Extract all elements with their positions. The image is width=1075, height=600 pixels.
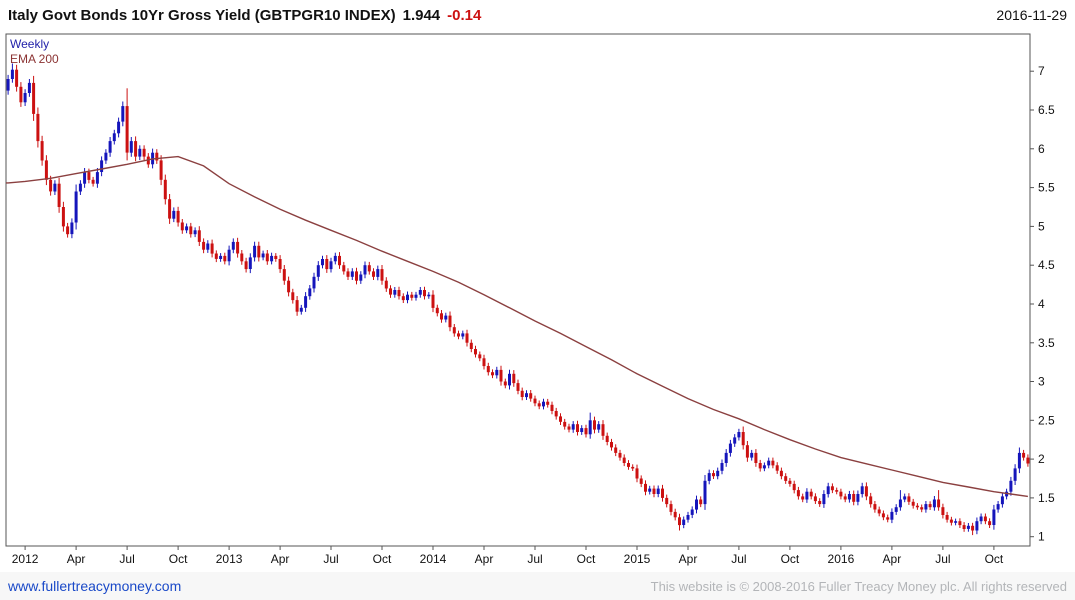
svg-text:4.5: 4.5 [1038, 258, 1055, 272]
svg-text:2014: 2014 [420, 552, 447, 566]
ema-legend-label: EMA 200 [10, 52, 59, 66]
svg-text:Jul: Jul [527, 552, 542, 566]
timeframe-label: Weekly [10, 37, 50, 51]
svg-text:Oct: Oct [169, 552, 188, 566]
svg-text:Apr: Apr [883, 552, 902, 566]
svg-text:6.5: 6.5 [1038, 103, 1055, 117]
svg-text:2.5: 2.5 [1038, 413, 1055, 427]
svg-text:Apr: Apr [67, 552, 86, 566]
svg-text:3.5: 3.5 [1038, 336, 1055, 350]
svg-text:Oct: Oct [985, 552, 1004, 566]
svg-text:2016: 2016 [828, 552, 855, 566]
site-link[interactable]: www.fullertreacymoney.com [8, 578, 182, 594]
svg-text:1: 1 [1038, 530, 1045, 544]
svg-text:2: 2 [1038, 452, 1045, 466]
svg-text:Oct: Oct [577, 552, 596, 566]
chart-title: Italy Govt Bonds 10Yr Gross Yield (GBTPG… [8, 6, 396, 24]
svg-text:5.5: 5.5 [1038, 181, 1055, 195]
chart-header: Italy Govt Bonds 10Yr Gross Yield (GBTPG… [0, 0, 1075, 30]
svg-text:Apr: Apr [475, 552, 494, 566]
svg-text:2012: 2012 [12, 552, 39, 566]
svg-text:Apr: Apr [679, 552, 698, 566]
change-value: -0.14 [447, 6, 482, 24]
svg-text:6: 6 [1038, 142, 1045, 156]
svg-text:Oct: Oct [373, 552, 392, 566]
last-value: 1.944 [402, 6, 441, 24]
svg-text:Apr: Apr [271, 552, 290, 566]
footer: www.fullertreacymoney.com This website i… [0, 572, 1075, 600]
quote-date: 2016-11-29 [996, 7, 1067, 23]
svg-text:Jul: Jul [119, 552, 134, 566]
svg-text:1.5: 1.5 [1038, 491, 1055, 505]
svg-text:Jul: Jul [935, 552, 950, 566]
title-group: Italy Govt Bonds 10Yr Gross Yield (GBTPG… [8, 7, 481, 24]
svg-text:5: 5 [1038, 219, 1045, 233]
svg-text:2015: 2015 [624, 552, 651, 566]
svg-text:Jul: Jul [323, 552, 338, 566]
svg-text:7: 7 [1038, 64, 1045, 78]
copyright-text: This website is © 2008-2016 Fuller Treac… [650, 578, 1067, 594]
svg-text:Jul: Jul [731, 552, 746, 566]
svg-text:3: 3 [1038, 375, 1045, 389]
svg-text:Oct: Oct [781, 552, 800, 566]
svg-text:4: 4 [1038, 297, 1045, 311]
svg-text:2013: 2013 [216, 552, 243, 566]
